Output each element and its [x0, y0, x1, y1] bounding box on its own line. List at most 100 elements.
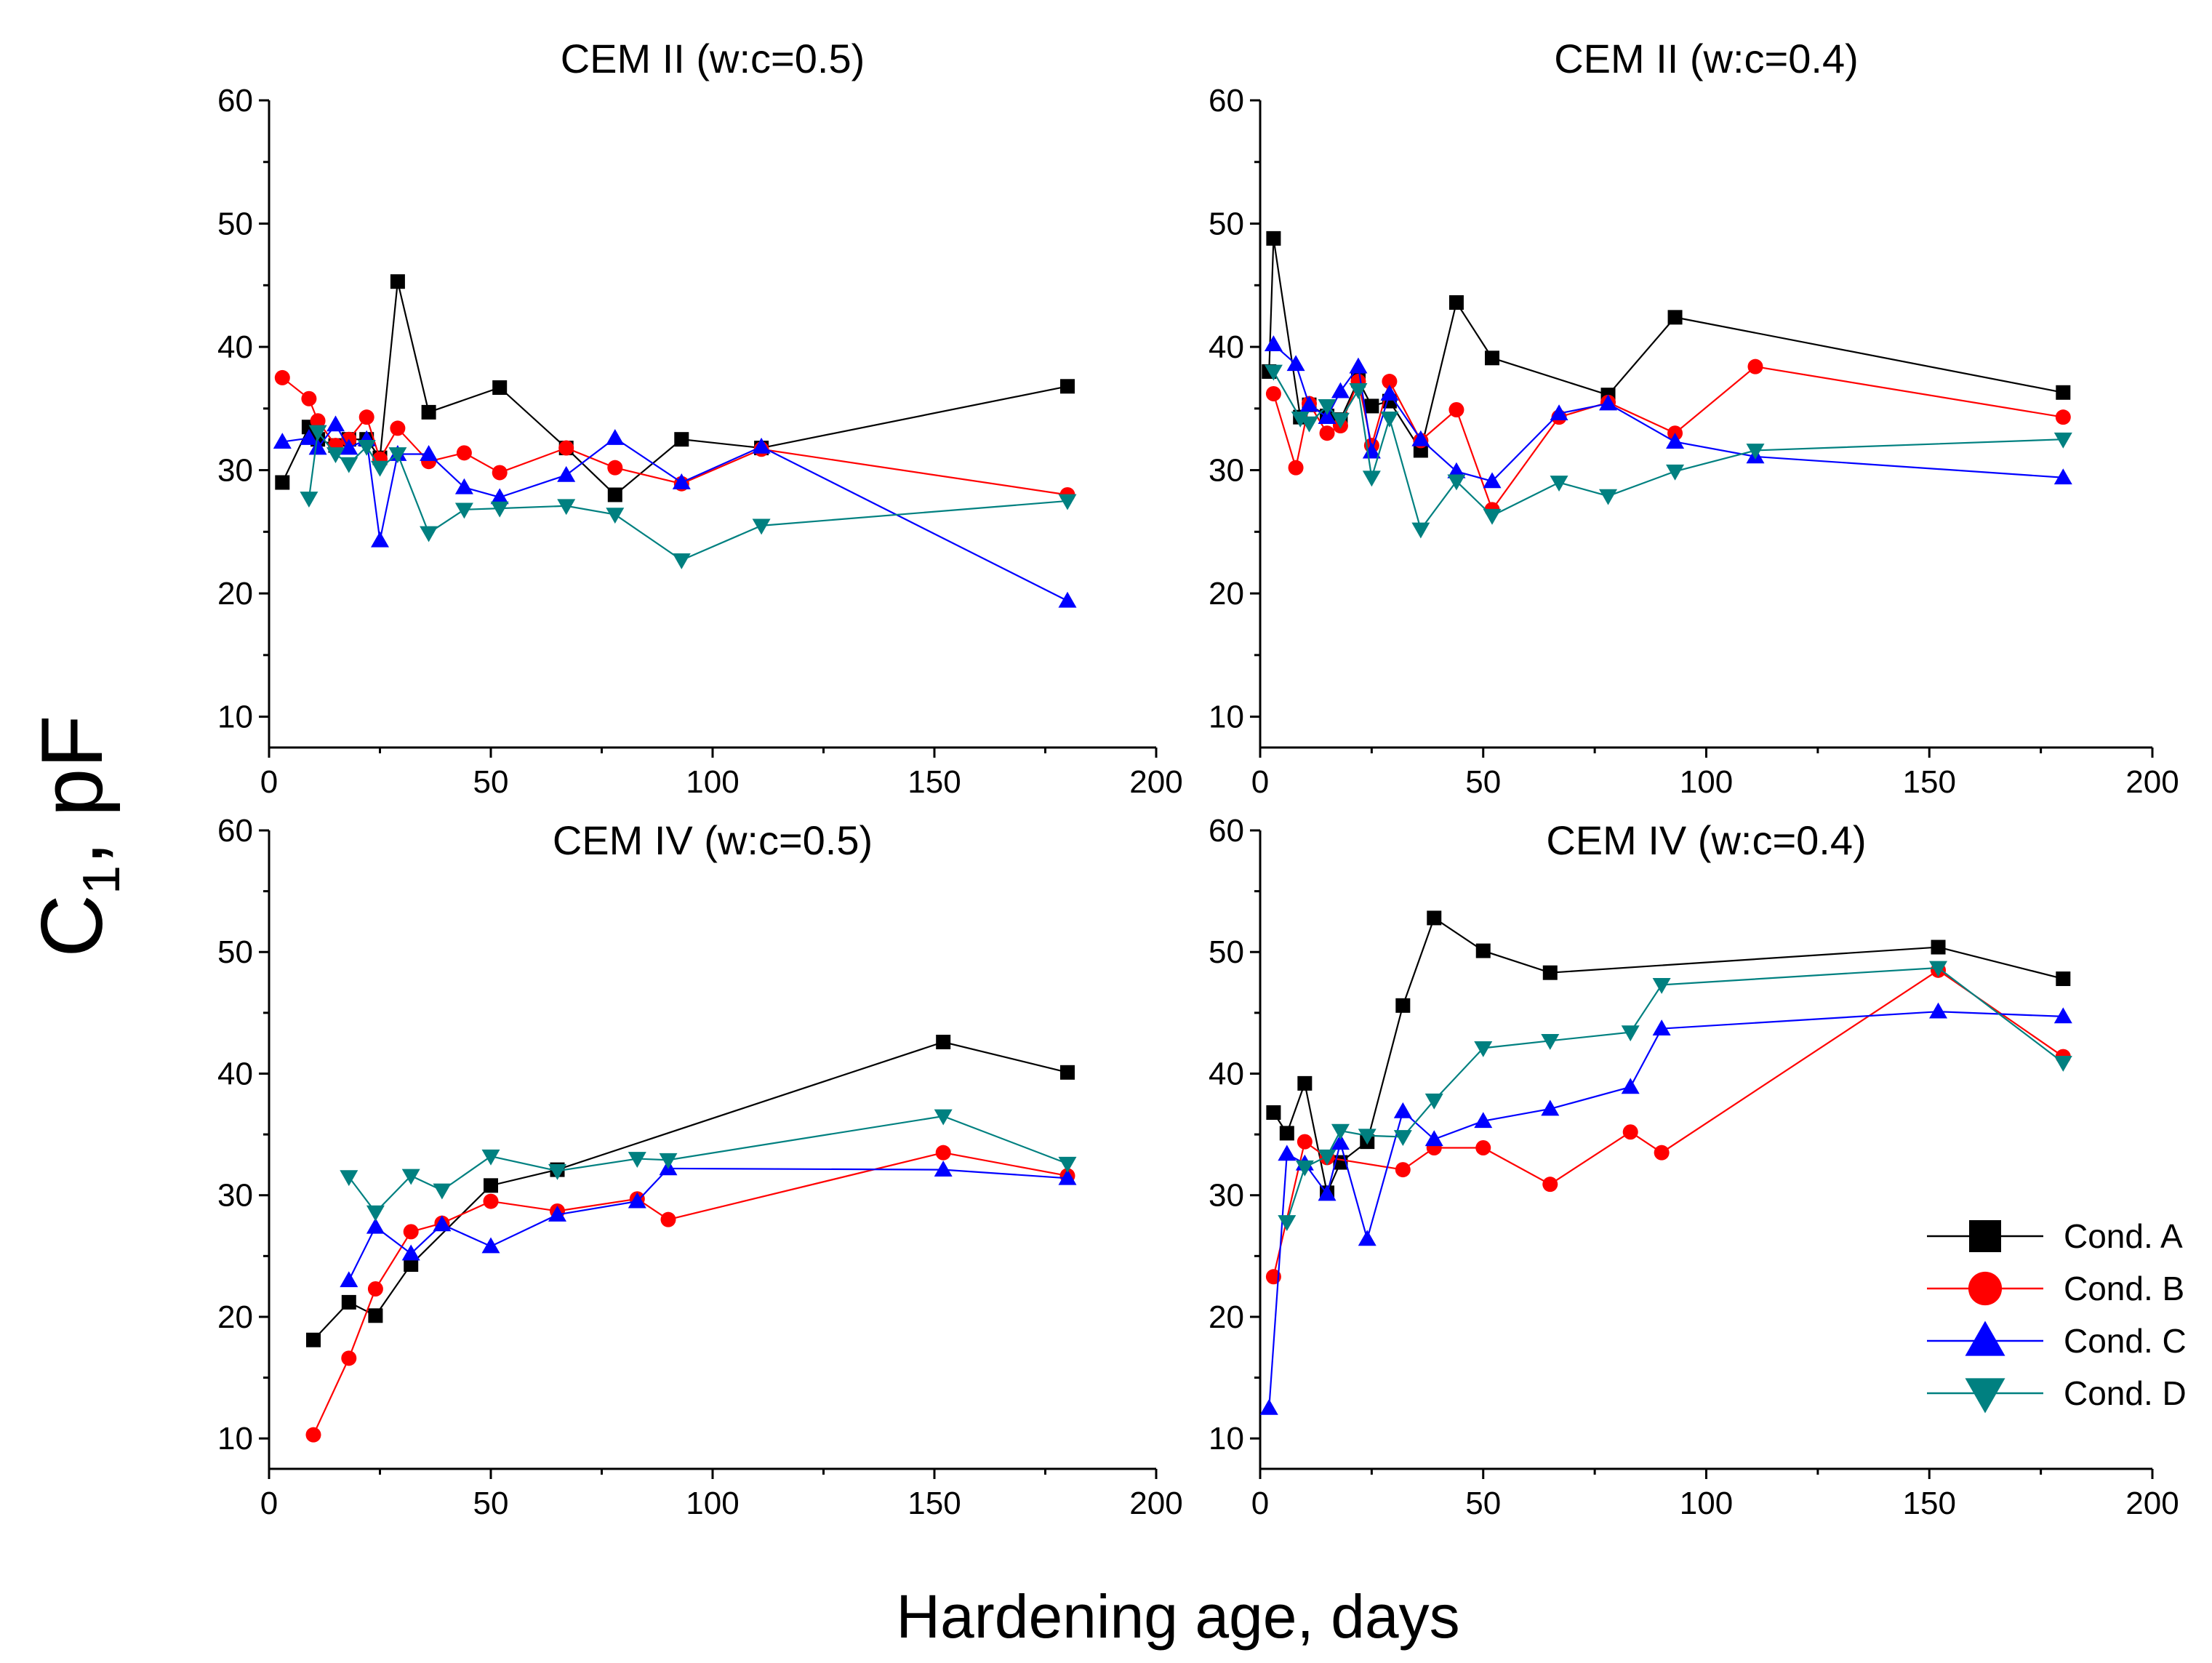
data-point: [2056, 385, 2071, 400]
y-tick-label: 60: [217, 813, 253, 849]
data-point: [1550, 404, 1568, 420]
data-point: [366, 1205, 385, 1222]
data-point: [401, 1244, 420, 1261]
data-point: [481, 1149, 500, 1166]
data-point: [1411, 522, 1430, 539]
data-point: [936, 1034, 951, 1049]
data-point: [606, 508, 625, 524]
x-tick-label: 100: [1680, 764, 1733, 800]
legend-marker: [1965, 1378, 2005, 1414]
y-tick-label: 50: [217, 934, 253, 970]
data-point: [326, 447, 345, 464]
series-line: [1273, 366, 2064, 512]
data-point: [300, 492, 318, 508]
data-point: [1448, 295, 1464, 310]
data-point: [1541, 1099, 1560, 1116]
data-point: [1475, 943, 1491, 958]
data-point: [1288, 460, 1304, 476]
data-point: [1474, 1112, 1493, 1129]
y-axis-label-unit: , pF: [23, 715, 121, 865]
data-point: [1380, 411, 1399, 428]
data-point: [433, 1215, 452, 1232]
data-point: [1060, 1065, 1075, 1080]
data-point: [308, 438, 327, 455]
data-point: [275, 475, 290, 490]
legend-label: Cond. D: [2064, 1374, 2187, 1412]
data-point: [1652, 1019, 1671, 1035]
data-point: [1542, 1177, 1558, 1193]
data-point: [1299, 416, 1318, 433]
data-point: [306, 1332, 321, 1347]
data-point: [1264, 335, 1283, 352]
data-point: [1266, 231, 1281, 246]
data-point: [1599, 489, 1618, 505]
series-line: [282, 422, 1068, 602]
data-point: [1297, 1075, 1313, 1091]
data-point: [305, 1427, 321, 1443]
panel-cem-ii-w-c-0-5: CEM II (w:c=0.5) 10 20 30 40 50 60 0 50 100 150 200: [217, 36, 1183, 800]
data-point: [1621, 1025, 1640, 1042]
data-point: [2053, 1056, 2072, 1072]
series-line: [348, 1167, 1068, 1281]
data-point: [371, 460, 389, 477]
legend-label: Cond. B: [2064, 1270, 2184, 1307]
y-tick-label: 60: [1209, 813, 1244, 849]
data-point: [358, 409, 374, 425]
data-point: [1747, 358, 1763, 374]
data-point: [1393, 1102, 1412, 1118]
data-point: [1666, 433, 1685, 449]
y-tick-label: 30: [1209, 453, 1244, 489]
y-axis-label: C1, pF: [23, 715, 131, 957]
y-tick-label: 30: [217, 1178, 253, 1214]
y-tick-label: 40: [217, 1056, 253, 1091]
x-tick-label: 150: [1903, 1486, 1956, 1521]
series-cond-d: [340, 1109, 1077, 1222]
data-point: [1931, 939, 1946, 955]
data-point: [1666, 464, 1685, 481]
data-point: [481, 1237, 500, 1254]
data-point: [388, 447, 407, 464]
y-axis-label-main: C: [23, 894, 121, 958]
data-point: [2053, 1007, 2072, 1024]
data-point: [1299, 396, 1318, 412]
data-point: [456, 445, 472, 461]
data-point: [1278, 1215, 1297, 1232]
x-tick-label: 0: [1251, 764, 1269, 800]
data-point: [326, 415, 345, 432]
data-point: [492, 465, 508, 481]
x-tick-label: 150: [907, 764, 961, 800]
data-point: [607, 487, 622, 502]
data-point: [1483, 472, 1502, 489]
data-point: [300, 428, 318, 445]
data-point: [1319, 425, 1335, 441]
y-tick-label: 10: [1209, 1421, 1244, 1456]
data-point: [420, 526, 438, 542]
x-tick-label: 0: [260, 764, 278, 800]
series-line: [1273, 371, 2064, 532]
data-point: [483, 1193, 499, 1209]
legend-item-cond-b: Cond. B: [1927, 1270, 2184, 1307]
data-point: [935, 1145, 951, 1161]
data-point: [1331, 382, 1350, 398]
data-point: [1395, 1162, 1411, 1178]
data-point: [420, 445, 438, 461]
data-point: [1266, 1105, 1281, 1120]
data-point: [1264, 364, 1283, 381]
legend-item-cond-d: Cond. D: [1927, 1374, 2187, 1414]
data-point: [341, 1350, 357, 1366]
data-point: [1259, 1398, 1278, 1415]
data-point: [1349, 383, 1368, 399]
data-point: [308, 425, 327, 441]
data-point: [1427, 910, 1442, 926]
data-point: [301, 390, 317, 406]
data-point: [492, 380, 508, 395]
legend-marker: [1965, 1321, 2005, 1356]
x-tick-label: 200: [1129, 764, 1182, 800]
data-point: [548, 1163, 566, 1180]
data-point: [273, 433, 292, 449]
panel-cem-iv-w-c-0-5: CEM IV (w:c=0.5) 10 20 30 40 50 60 0 50 100 150 200: [217, 813, 1183, 1521]
x-tick-label: 100: [686, 764, 739, 800]
data-point: [1358, 1230, 1377, 1246]
y-tick-label: 20: [217, 1299, 253, 1335]
data-point: [1929, 961, 1948, 977]
